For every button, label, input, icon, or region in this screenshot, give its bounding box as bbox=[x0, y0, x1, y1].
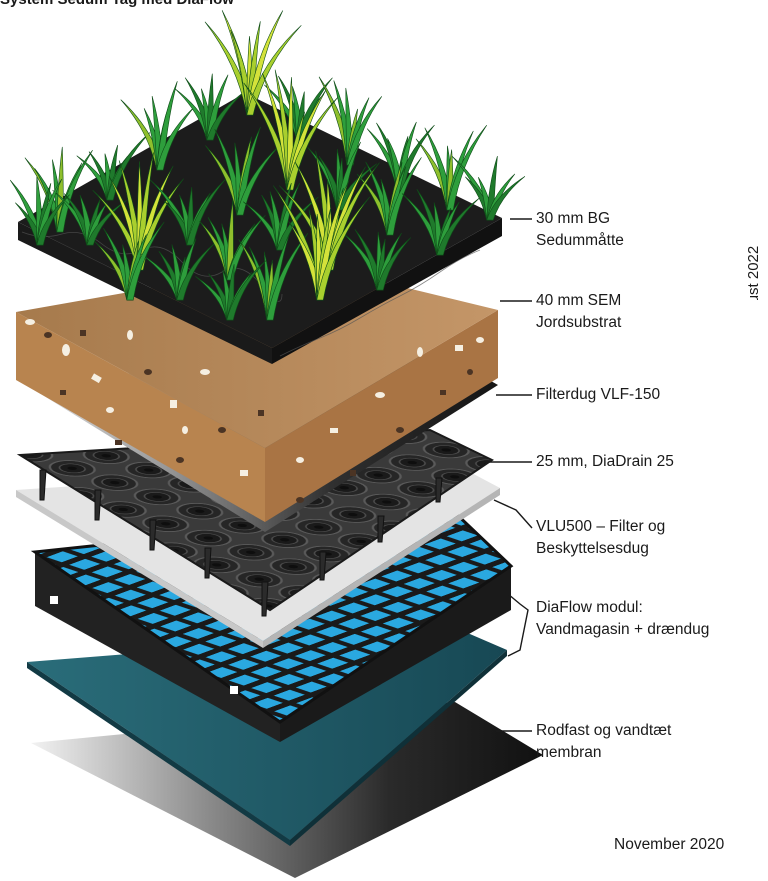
side-date-container: August 2022 bbox=[742, 240, 766, 300]
grass-blade bbox=[266, 233, 309, 321]
label-sedum-line1: 30 mm BG bbox=[536, 210, 611, 227]
label-soil: 40 mm SEM Jordsubstrat bbox=[536, 290, 621, 334]
label-vlu: VLU500 – Filter og Beskyttelsesdug bbox=[536, 516, 665, 560]
label-vlu-line1: VLU500 – Filter og bbox=[536, 518, 666, 535]
grass-tuft bbox=[205, 126, 280, 216]
grass-blade bbox=[226, 215, 266, 281]
grass-tuft bbox=[175, 73, 245, 141]
footer-date: November 2020 bbox=[614, 836, 725, 853]
label-diaflow-line1: DiaFlow modul: bbox=[536, 599, 643, 616]
grass-tuft bbox=[94, 221, 165, 301]
grass-blade bbox=[106, 132, 151, 201]
grass-tuft bbox=[451, 155, 526, 221]
grass-tuft bbox=[342, 229, 412, 291]
grass-tuft bbox=[415, 124, 488, 211]
grass-blade bbox=[36, 194, 70, 246]
label-diaflow-line2: Vandmagasin + drændug bbox=[536, 621, 710, 638]
grass-blade bbox=[286, 97, 339, 191]
label-soil-line1: 40 mm SEM bbox=[536, 292, 622, 309]
grass-tuft bbox=[120, 81, 195, 171]
grass-tuft bbox=[140, 238, 215, 301]
grass-tuft bbox=[9, 176, 70, 246]
side-date: August 2022 bbox=[745, 245, 762, 300]
label-drain: 25 mm, DiaDrain 25 bbox=[536, 451, 674, 473]
grass-blade bbox=[56, 150, 93, 233]
grass-tuft bbox=[150, 178, 226, 246]
label-membrane: Rodfast og vandtæt membran bbox=[536, 720, 671, 764]
grass-tuft bbox=[318, 76, 383, 166]
label-filter: Filterdug VLF-150 bbox=[536, 384, 660, 406]
grass-blade bbox=[86, 200, 127, 246]
grass-blade bbox=[126, 221, 165, 301]
grass-tuft bbox=[356, 157, 422, 236]
grass-tuft bbox=[238, 233, 309, 321]
grass-blades bbox=[9, 10, 526, 321]
grass-tuft bbox=[272, 180, 370, 301]
label-membrane-line2: membran bbox=[536, 744, 602, 761]
grass-blade bbox=[396, 124, 435, 191]
label-sedum: 30 mm BG Sedummåtte bbox=[536, 208, 624, 252]
grass-blade bbox=[486, 176, 526, 221]
label-vlu-line2: Beskyttelsesdug bbox=[536, 540, 649, 557]
grass-blade bbox=[316, 196, 370, 301]
label-sedum-line2: Sedummåtte bbox=[536, 232, 624, 249]
grass-blade bbox=[376, 237, 412, 291]
grass-tuft bbox=[401, 188, 480, 256]
grass-blade bbox=[246, 25, 302, 116]
grass-blade bbox=[226, 260, 267, 321]
grass-tuft bbox=[195, 260, 267, 321]
grass-tuft bbox=[76, 132, 151, 201]
grass-blade bbox=[436, 197, 480, 256]
label-soil-line2: Jordsubstrat bbox=[536, 314, 622, 331]
label-membrane-line1: Rodfast og vandtæt bbox=[536, 722, 672, 739]
grass-blade bbox=[386, 157, 422, 236]
grass-tuft bbox=[307, 141, 377, 211]
grass-tuft bbox=[52, 189, 127, 246]
label-drain-line1: 25 mm, DiaDrain 25 bbox=[536, 453, 674, 470]
leader-lines bbox=[486, 218, 533, 732]
grass-tuft bbox=[243, 182, 319, 251]
diagram-title: System Sedum Tag med DiaFlow bbox=[0, 0, 234, 8]
grass-blade bbox=[446, 124, 488, 211]
label-filter-line1: Filterdug VLF-150 bbox=[536, 386, 661, 403]
label-diaflow: DiaFlow modul: Vandmagasin + drændug bbox=[536, 597, 709, 641]
